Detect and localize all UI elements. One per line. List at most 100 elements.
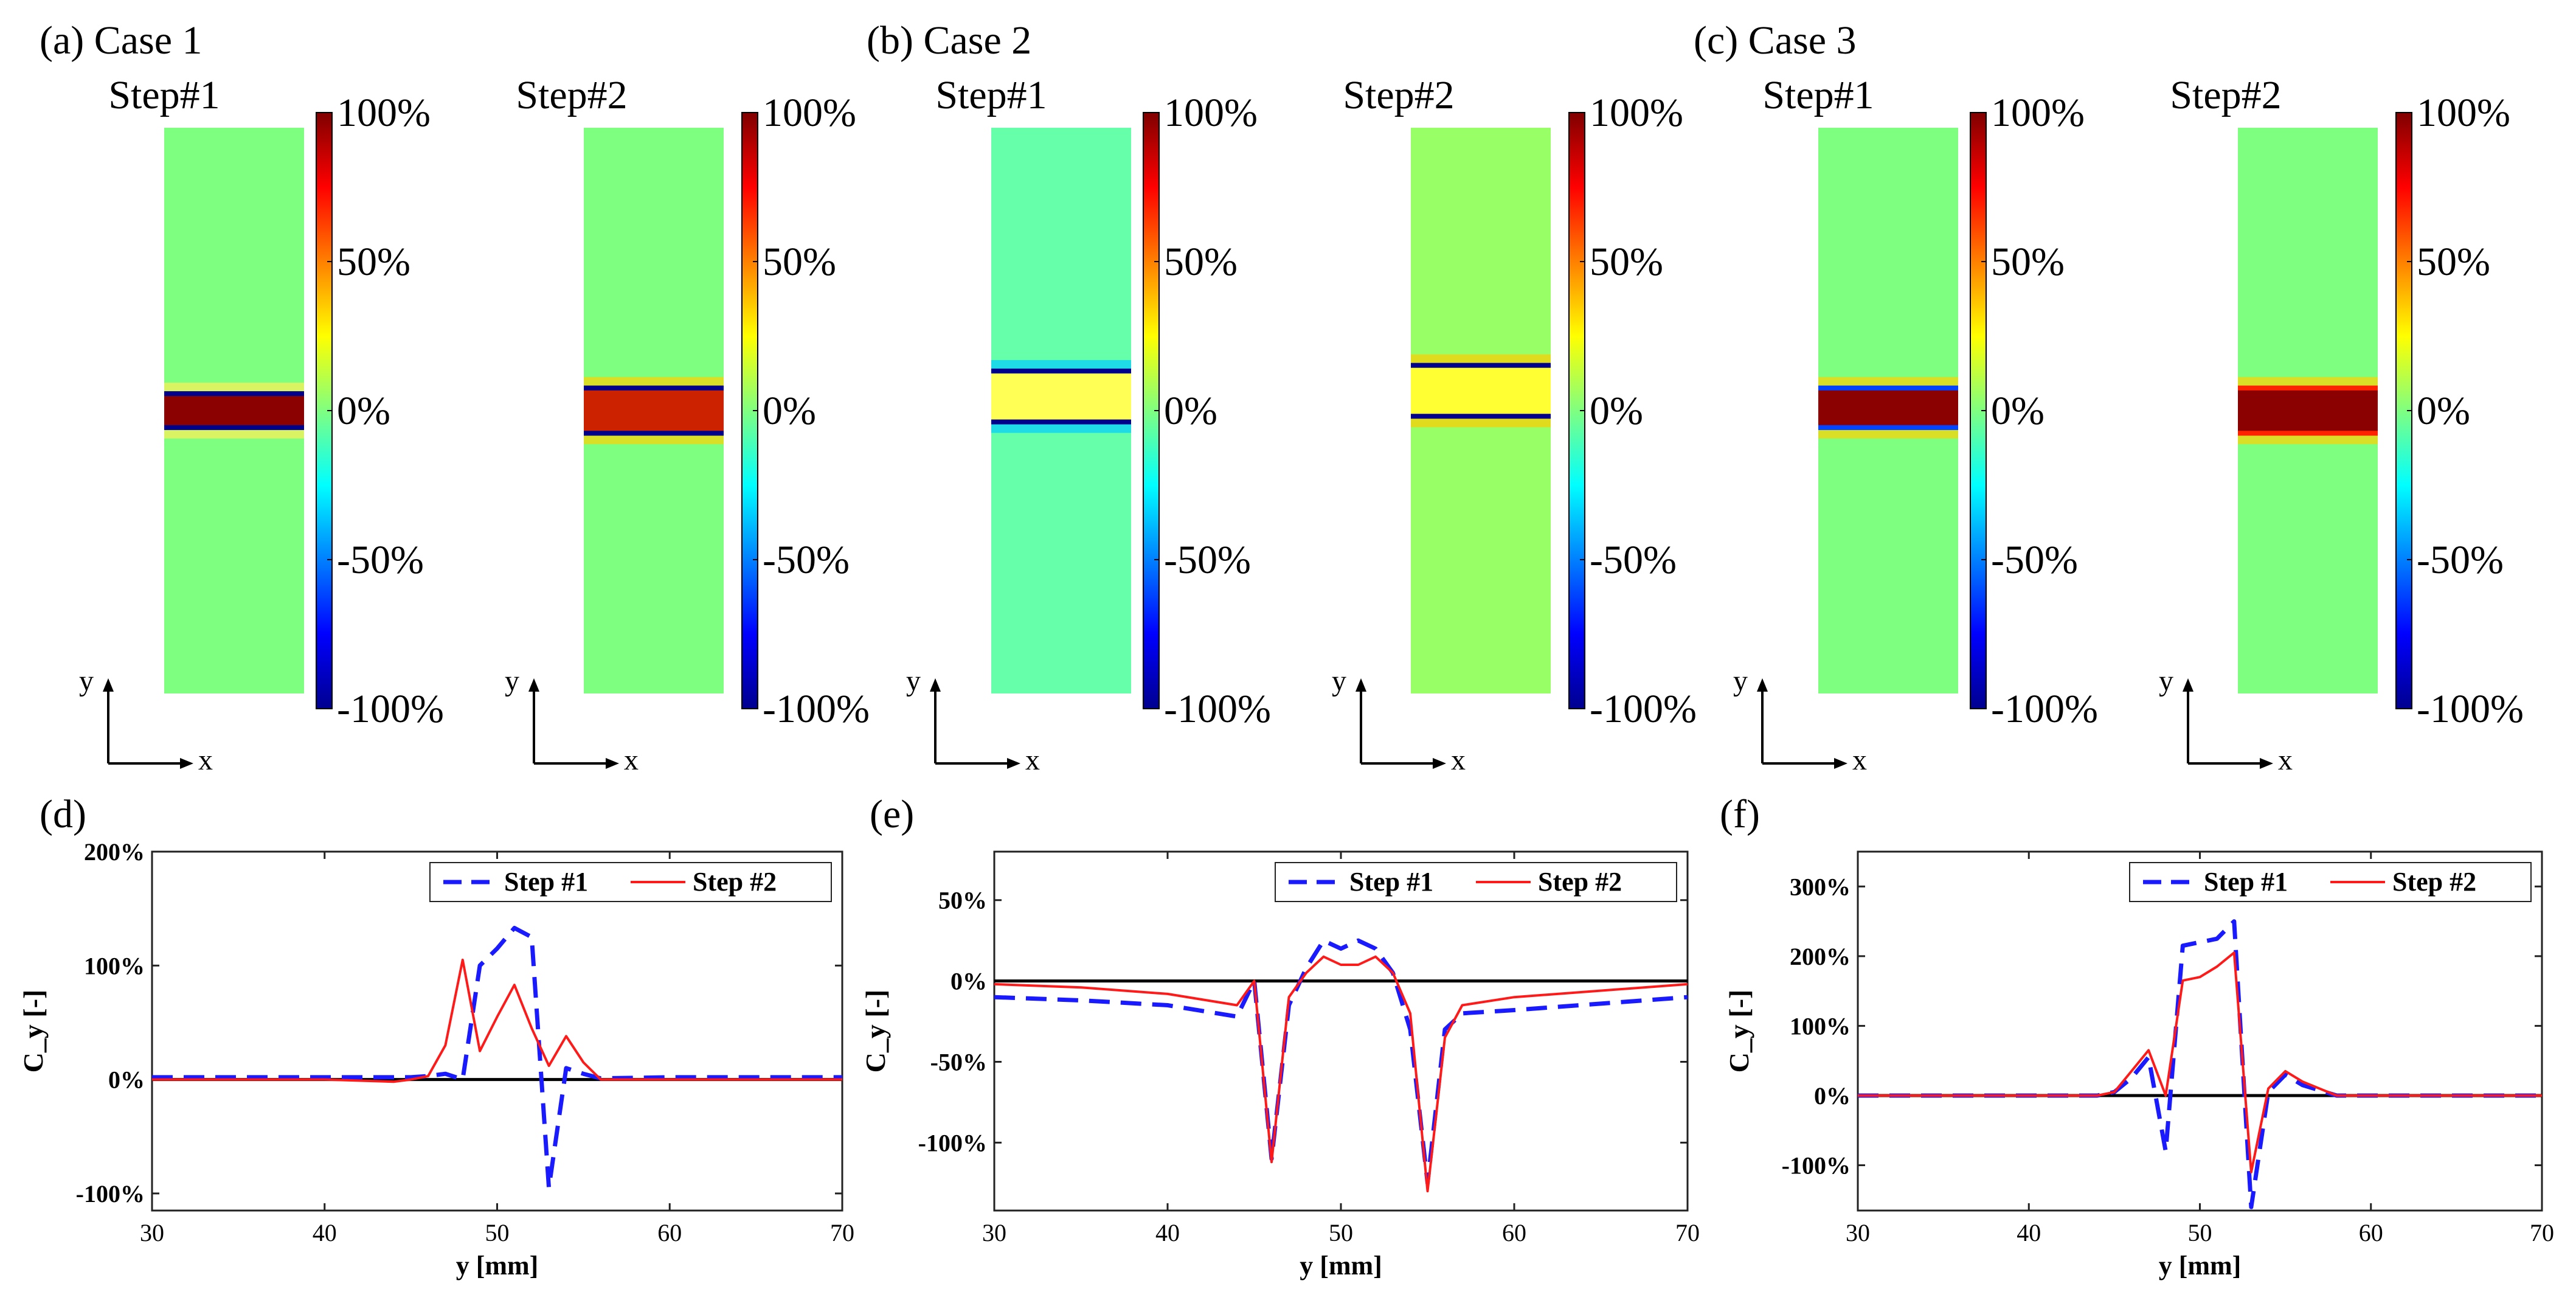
legend-step2-label: Step #2 xyxy=(693,867,777,897)
colorbar-tick-label: 100% xyxy=(1590,91,1683,135)
colorbar-tick-label: 0% xyxy=(1164,389,1217,433)
y-arrow-head xyxy=(103,678,114,692)
x-tick-label: 30 xyxy=(1846,1219,1870,1246)
colorbar-tick-label: 50% xyxy=(2417,240,2490,284)
band-edge-bottom xyxy=(1411,414,1551,419)
y-tick-label: -100% xyxy=(1782,1152,1851,1180)
y-tick-label: -100% xyxy=(76,1180,145,1207)
y-axis-symbol: y xyxy=(1733,665,1748,697)
series-step2-line xyxy=(994,955,1688,1193)
axis-arrows: yx xyxy=(1733,665,1867,776)
y-axis-symbol: y xyxy=(2159,665,2173,697)
damage-band xyxy=(1818,387,1958,428)
y-tick-label: 0% xyxy=(1814,1082,1851,1110)
strain-map: Step#1 100%50%0%-50%-100%yx xyxy=(79,73,444,776)
y-axis-label: C_y [-] xyxy=(1723,990,1754,1073)
strain-map: Step#2 100%50%0%-50%-100%yx xyxy=(1332,73,1697,776)
y-tick-label: -100% xyxy=(918,1129,987,1156)
plot-frame xyxy=(993,850,1689,1212)
colorbar-tick-label: 0% xyxy=(763,389,816,433)
x-arrow-head xyxy=(606,758,619,769)
band-edge-bottom xyxy=(991,419,1131,425)
band-edge-bottom xyxy=(584,431,724,436)
x-axis-symbol: x xyxy=(1025,744,1040,776)
y-tick-label: 200% xyxy=(1790,943,1851,970)
legend-step1-label: Step #1 xyxy=(1349,867,1433,897)
x-tick-label: 70 xyxy=(1675,1219,1700,1246)
colorbar-tick-label: -100% xyxy=(763,687,870,731)
x-tick-label: 70 xyxy=(830,1219,854,1246)
band-edge-top xyxy=(164,391,304,397)
x-tick-label: 50 xyxy=(1329,1219,1353,1246)
x-axis-symbol: x xyxy=(198,744,213,776)
x-tick-label: 50 xyxy=(485,1219,510,1246)
x-tick-label: 50 xyxy=(2188,1219,2212,1246)
y-tick-label: 300% xyxy=(1790,873,1851,900)
y-axis-symbol: y xyxy=(505,665,519,697)
x-axis-symbol: x xyxy=(624,744,639,776)
plot-frame xyxy=(1857,850,2543,1212)
series-step1-line xyxy=(152,926,842,1190)
panel-label: (a) Case 1 xyxy=(40,18,203,63)
y-arrow-head xyxy=(2183,678,2193,692)
legend-step2-label: Step #2 xyxy=(2392,867,2476,897)
axis-arrows: yx xyxy=(505,665,639,776)
series-step2-line xyxy=(152,958,842,1083)
band-edge-top xyxy=(991,368,1131,374)
y-arrow-head xyxy=(930,678,941,692)
band-edge-bottom xyxy=(2238,431,2378,436)
x-axis-label: y [mm] xyxy=(1300,1251,1382,1280)
axis-arrows: yx xyxy=(79,665,213,776)
strain-map: Step#2 100%50%0%-50%-100%yx xyxy=(2159,73,2524,776)
axis-arrows: yx xyxy=(1332,665,1466,776)
strain-map: Step#1 100%50%0%-50%-100%yx xyxy=(906,73,1271,776)
damage-band xyxy=(991,370,1131,422)
step-title: Step#1 xyxy=(108,73,220,117)
y-axis-symbol: y xyxy=(1332,665,1346,697)
step-title: Step#1 xyxy=(1762,73,1874,117)
colorbar: 100% 50% 0% -50% -100% xyxy=(741,91,870,731)
y-tick-label: 200% xyxy=(84,838,145,866)
series-step1-line xyxy=(994,938,1688,1186)
y-arrow-head xyxy=(1356,678,1366,692)
legend: Step #1 Step #2 xyxy=(1275,862,1677,902)
band-edge-bottom xyxy=(164,425,304,430)
legend-step1-label: Step #1 xyxy=(2204,867,2288,897)
step-title: Step#2 xyxy=(1343,73,1454,117)
x-axis-label: y [mm] xyxy=(2159,1251,2242,1280)
strain-map: Step#2 100%50%0%-50%-100%yx xyxy=(505,73,870,776)
colorbar-tick-label: -50% xyxy=(337,538,424,582)
x-arrow-head xyxy=(180,758,193,769)
colorbar-tick-label: -50% xyxy=(2417,538,2504,582)
y-tick-label: -50% xyxy=(930,1048,987,1075)
band-edge-top xyxy=(1818,385,1958,391)
x-tick-label: 40 xyxy=(313,1219,337,1246)
chart-label: (f) xyxy=(1720,792,1760,836)
panel-label: (b) Case 2 xyxy=(867,18,1031,63)
colorbar: 100% 50% 0% -50% -100% xyxy=(1970,91,2098,731)
x-tick-label: 60 xyxy=(1502,1219,1526,1246)
damage-band xyxy=(2238,387,2378,434)
band-edge-top xyxy=(2238,385,2378,391)
axis-arrows: yx xyxy=(906,665,1040,776)
band-edge-bottom xyxy=(1818,425,1958,430)
colorbar-tick-label: -50% xyxy=(1164,538,1251,582)
y-axis-symbol: y xyxy=(906,665,921,697)
step-title: Step#2 xyxy=(2170,73,2281,117)
colorbar-tick-label: 0% xyxy=(1590,389,1643,433)
x-tick-label: 60 xyxy=(657,1219,682,1246)
colorbar-tick-label: 100% xyxy=(2417,91,2510,135)
colorbar: 100% 50% 0% -50% -100% xyxy=(1568,91,1697,731)
x-axis-symbol: x xyxy=(1451,744,1466,776)
band-edge-top xyxy=(1411,363,1551,368)
colorbar-tick-label: 50% xyxy=(337,240,410,284)
colorbar-tick-label: 100% xyxy=(763,91,856,135)
y-axis-symbol: y xyxy=(79,665,94,697)
strain-map: Step#1 100%50%0%-50%-100%yx xyxy=(1733,73,2098,776)
x-tick-label: 30 xyxy=(140,1219,164,1246)
colorbar-tick-label: 50% xyxy=(1991,240,2065,284)
colorbar-tick-label: -100% xyxy=(1991,687,2098,731)
x-axis-symbol: x xyxy=(2278,744,2293,776)
